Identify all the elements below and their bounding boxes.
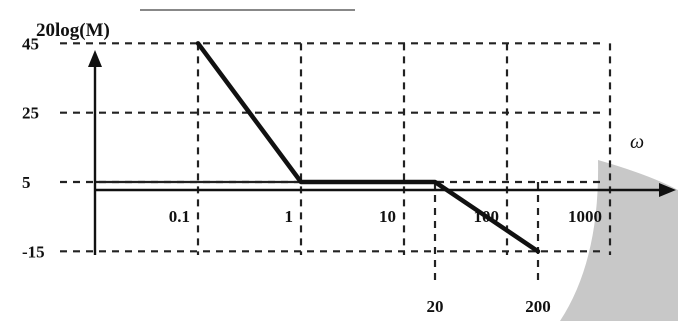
y-axis-label: 20log(M) (36, 20, 110, 41)
x-tick-label: 0.1 (169, 207, 190, 226)
y-tick-label: -15 (22, 242, 45, 261)
y-tick-label: 25 (22, 104, 39, 123)
x-axis-label: ω (630, 131, 644, 153)
series (195, 41, 541, 254)
breakpoint-label: 20 (427, 297, 444, 316)
gray-background-shape (560, 160, 678, 321)
y-tick-label: 45 (22, 34, 39, 53)
y-tick-label: 5 (22, 173, 31, 192)
y-axis-arrow-icon (88, 50, 102, 67)
labels: 20log(M) ω 45 25 5 -15 0.1 1 10 100 1000 20 200 (22, 20, 644, 316)
x-tick-label: 100 (474, 207, 500, 226)
x-tick-label: 1000 (568, 207, 602, 226)
x-axis-arrow-icon (659, 183, 676, 197)
x-tick-label: 10 (379, 207, 396, 226)
axes (88, 50, 676, 255)
breakpoint-label: 200 (525, 297, 551, 316)
x-tick-label: 1 (285, 207, 294, 226)
magnitude-asymptote-line (195, 41, 541, 254)
